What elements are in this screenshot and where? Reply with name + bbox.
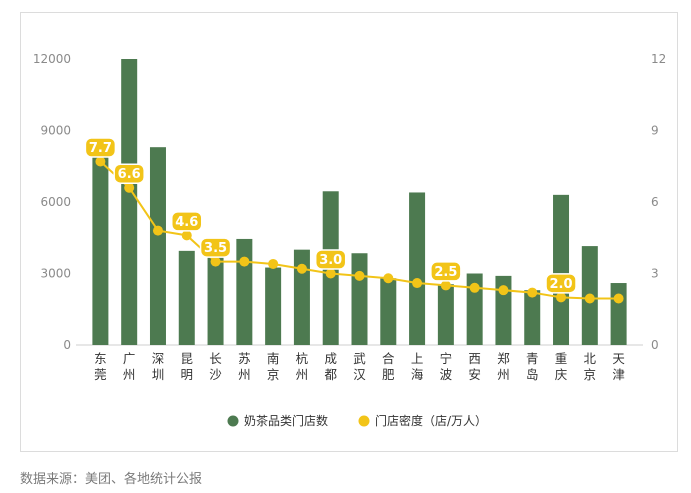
- data-label: 7.7: [89, 141, 112, 156]
- bar: [178, 250, 195, 345]
- data-label: 2.5: [434, 265, 457, 280]
- category-label: 苏州: [238, 351, 251, 382]
- bar: [524, 290, 541, 345]
- density-point: [440, 280, 451, 291]
- chart-frame: 0 3000 6000 9000 12000 0 3 6 9 12 7.7 6.6 4.6 3.5 3.…: [20, 12, 678, 452]
- density-point: [210, 256, 221, 267]
- bar: [236, 238, 253, 345]
- legend-line-marker: [358, 415, 370, 427]
- data-label: 3.5: [204, 241, 227, 256]
- category-label: 南京: [267, 351, 280, 382]
- bar: [265, 267, 282, 345]
- density-point: [498, 285, 509, 296]
- category-label: 杭州: [296, 351, 309, 382]
- category-label: 天津: [612, 351, 625, 382]
- legend-bar-label: 奶茶品类门店数: [244, 413, 328, 428]
- category-label: 上海: [411, 351, 424, 382]
- left-tick-label: 3000: [40, 267, 71, 281]
- right-tick-label: 6: [651, 195, 659, 209]
- category-label: 合肥: [382, 351, 395, 382]
- right-tick-label: 3: [651, 267, 659, 281]
- density-point: [181, 230, 192, 241]
- left-tick-label: 9000: [40, 124, 71, 138]
- category-label: 成都: [324, 351, 337, 382]
- density-point: [469, 282, 480, 293]
- category-label: 武汉: [353, 351, 366, 382]
- left-tick-label: 12000: [33, 52, 71, 66]
- data-label: 6.6: [118, 167, 141, 182]
- bar: [293, 249, 310, 345]
- data-label: 3.0: [319, 253, 342, 268]
- data-label-badge: [199, 237, 232, 258]
- bar: [92, 151, 109, 345]
- density-point: [95, 156, 106, 167]
- density-point: [383, 273, 394, 284]
- density-point: [325, 268, 336, 279]
- category-label: 郑州: [497, 351, 510, 382]
- data-label: 4.6: [175, 215, 198, 230]
- density-point: [124, 182, 135, 193]
- density-point: [556, 292, 567, 303]
- data-labels: 7.7 6.6 4.6 3.5 3.0 2.5 2.0: [84, 137, 577, 294]
- bar: [610, 283, 627, 345]
- data-label-badge: [430, 261, 462, 282]
- combo-chart: 0 3000 6000 9000 12000 0 3 6 9 12 7.7 6.6 4.6 3.5 3.…: [33, 52, 666, 428]
- data-label: 2.0: [550, 277, 573, 292]
- density-point: [613, 293, 624, 304]
- bar: [553, 194, 570, 345]
- right-tick-label: 9: [651, 124, 659, 138]
- bar: [149, 147, 166, 345]
- density-point: [239, 256, 250, 267]
- category-label: 北京: [584, 351, 597, 382]
- bar: [121, 59, 138, 345]
- legend-bar-marker: [227, 415, 239, 427]
- category-label: 广州: [123, 351, 136, 382]
- density-point: [296, 263, 307, 274]
- bar: [437, 284, 454, 345]
- data-label-badge: [171, 211, 203, 232]
- density-point: [152, 225, 163, 236]
- category-label: 东莞: [94, 351, 107, 382]
- category-label: 西安: [468, 351, 481, 382]
- right-tick-label: 0: [651, 338, 659, 352]
- data-label-badge: [314, 249, 347, 270]
- bar: [380, 278, 397, 345]
- category-label: 青岛: [526, 351, 539, 382]
- left-tick-label: 6000: [40, 195, 71, 209]
- right-tick-label: 12: [651, 52, 666, 66]
- left-tick-label: 0: [63, 338, 71, 352]
- density-point: [584, 293, 595, 304]
- legend-line-label: 门店密度（店/万人）: [375, 413, 487, 428]
- source-note: 数据来源：美团、各地统计公报: [20, 472, 203, 487]
- category-label: 深圳: [152, 351, 165, 382]
- left-axis-ticks: 0 3000 6000 9000 12000: [33, 52, 71, 352]
- line-series: [95, 156, 624, 304]
- category-label: 昆明: [181, 351, 194, 382]
- density-point: [268, 258, 279, 269]
- bar: [409, 192, 426, 345]
- bar: [351, 253, 368, 345]
- category-label: 长沙: [209, 351, 222, 382]
- density-point: [412, 278, 423, 289]
- data-label-badge: [545, 273, 577, 294]
- density-point: [527, 287, 538, 298]
- bar-series: [92, 59, 627, 345]
- right-axis-ticks: 0 3 6 9 12: [651, 52, 666, 352]
- density-point: [354, 270, 365, 281]
- data-label-badge: [84, 137, 117, 158]
- category-label: 重庆: [555, 351, 568, 382]
- bar: [466, 273, 483, 345]
- data-label-badge: [113, 163, 145, 184]
- bar: [207, 253, 224, 345]
- category-label: 宁波: [440, 351, 453, 382]
- legend: 奶茶品类门店数 门店密度（店/万人）: [227, 413, 487, 428]
